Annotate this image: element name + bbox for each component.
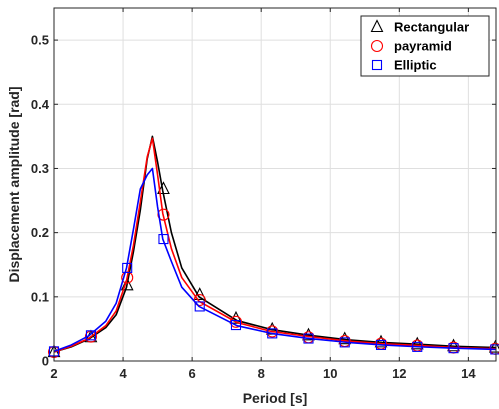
data-point-elliptic: [158, 234, 169, 245]
data-point-rectangular: [157, 181, 170, 195]
data-point-elliptic: [448, 343, 459, 354]
data-point-elliptic: [267, 328, 278, 339]
data-point-rectangular: [193, 287, 207, 300]
data-point-payramid: [157, 208, 170, 221]
data-point-rectangular: [447, 338, 460, 352]
x-tick-label: 4: [119, 366, 127, 381]
x-tick-label: 8: [258, 366, 265, 381]
y-axis-label: Displacement amplitude [rad]: [6, 86, 22, 282]
data-point-rectangular: [410, 336, 424, 350]
legend-label-payramid: payramid: [394, 39, 452, 54]
x-tick-label: 12: [392, 366, 406, 381]
series-line-rectangular: [53, 135, 497, 353]
data-point-rectangular: [120, 277, 134, 291]
legend-marker-payramid: [370, 39, 384, 53]
x-tick-label: 14: [461, 366, 476, 381]
y-tick-label: 0.5: [31, 33, 49, 48]
data-point-elliptic: [303, 333, 314, 344]
y-tick-label: 0: [42, 354, 49, 369]
x-axis-label: Period [s]: [243, 390, 308, 406]
ticks: 2 4 6 8 10 12 14 0 0.1 0.2 0.3 0.4 0.5: [31, 8, 496, 381]
data-point-elliptic: [490, 344, 499, 355]
data-point-payramid: [266, 325, 279, 338]
y-tick-label: 0.4: [31, 97, 50, 112]
legend-marker-elliptic: [371, 59, 383, 71]
data-point-elliptic: [412, 341, 423, 352]
y-tick-label: 0.3: [31, 161, 49, 176]
series-rectangular: [47, 135, 499, 358]
plot-frame: [53, 7, 497, 362]
data-point-elliptic: [230, 320, 242, 331]
y-tick-label: 0.2: [31, 225, 49, 240]
data-point-elliptic: [375, 339, 387, 351]
data-point-elliptic: [122, 262, 133, 273]
data-point-elliptic: [85, 330, 96, 341]
x-tick-label: 2: [50, 366, 57, 381]
x-tick-label: 10: [323, 366, 337, 381]
x-tick-label: 6: [189, 366, 196, 381]
legend-label-rectangular: Rectangular: [394, 20, 469, 35]
y-tick-label: 0.1: [31, 289, 49, 304]
legend-label-elliptic: Elliptic: [394, 58, 437, 73]
data-point-elliptic: [339, 337, 350, 348]
series-payramid: [47, 137, 499, 359]
series-layer: [47, 135, 499, 359]
series-elliptic: [48, 167, 499, 357]
legend: Rectangular payramid Elliptic: [360, 15, 490, 77]
data-point-rectangular: [374, 334, 388, 348]
series-line-payramid: [53, 137, 497, 353]
series-line-elliptic: [53, 167, 497, 353]
legend-marker-rectangular: [370, 19, 384, 33]
data-point-elliptic: [194, 301, 205, 312]
data-point-rectangular: [488, 339, 499, 353]
